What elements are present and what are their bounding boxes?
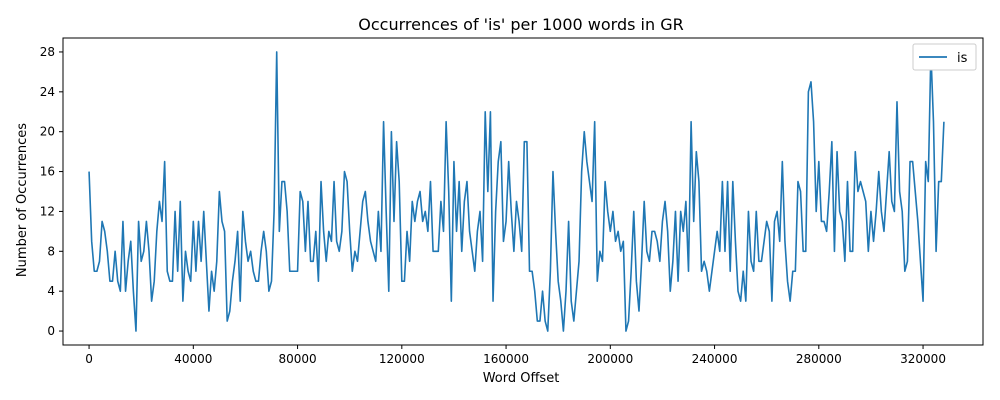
y-tick-label: 16 xyxy=(40,165,55,179)
y-tick-label: 4 xyxy=(47,284,55,298)
legend-label-is: is xyxy=(957,51,968,66)
series-line-is xyxy=(88,51,945,332)
plot-frame xyxy=(62,37,984,346)
x-tick-label: 200000 xyxy=(587,352,633,366)
x-tick-label: 160000 xyxy=(483,352,529,366)
x-tick-label: 320000 xyxy=(900,352,946,366)
plot-area: 0 40000 80000 120000 160000 200000 240000 28000… xyxy=(40,45,946,366)
x-tick-label: 40000 xyxy=(174,352,212,366)
y-tick-label: 24 xyxy=(40,85,55,99)
x-tick-label: 280000 xyxy=(796,352,842,366)
y-tick-label: 8 xyxy=(47,244,55,258)
x-tick-label: 0 xyxy=(85,352,93,366)
y-axis-label-group: Number of Occurrences xyxy=(15,123,30,277)
y-axis-label: Number of Occurrences xyxy=(15,123,30,277)
x-tick-label: 120000 xyxy=(379,352,425,366)
legend: is xyxy=(912,43,977,71)
y-tick-label: 0 xyxy=(47,324,55,338)
y-tick-label: 12 xyxy=(40,204,55,218)
x-axis-label: Word Offset xyxy=(483,371,560,386)
x-tick-label: 80000 xyxy=(278,352,316,366)
y-tick-label: 20 xyxy=(40,125,55,139)
chart-title: Occurrences of 'is' per 1000 words in GR xyxy=(358,15,683,34)
y-tick-label: 28 xyxy=(40,45,55,59)
x-tick-label: 240000 xyxy=(692,352,738,366)
